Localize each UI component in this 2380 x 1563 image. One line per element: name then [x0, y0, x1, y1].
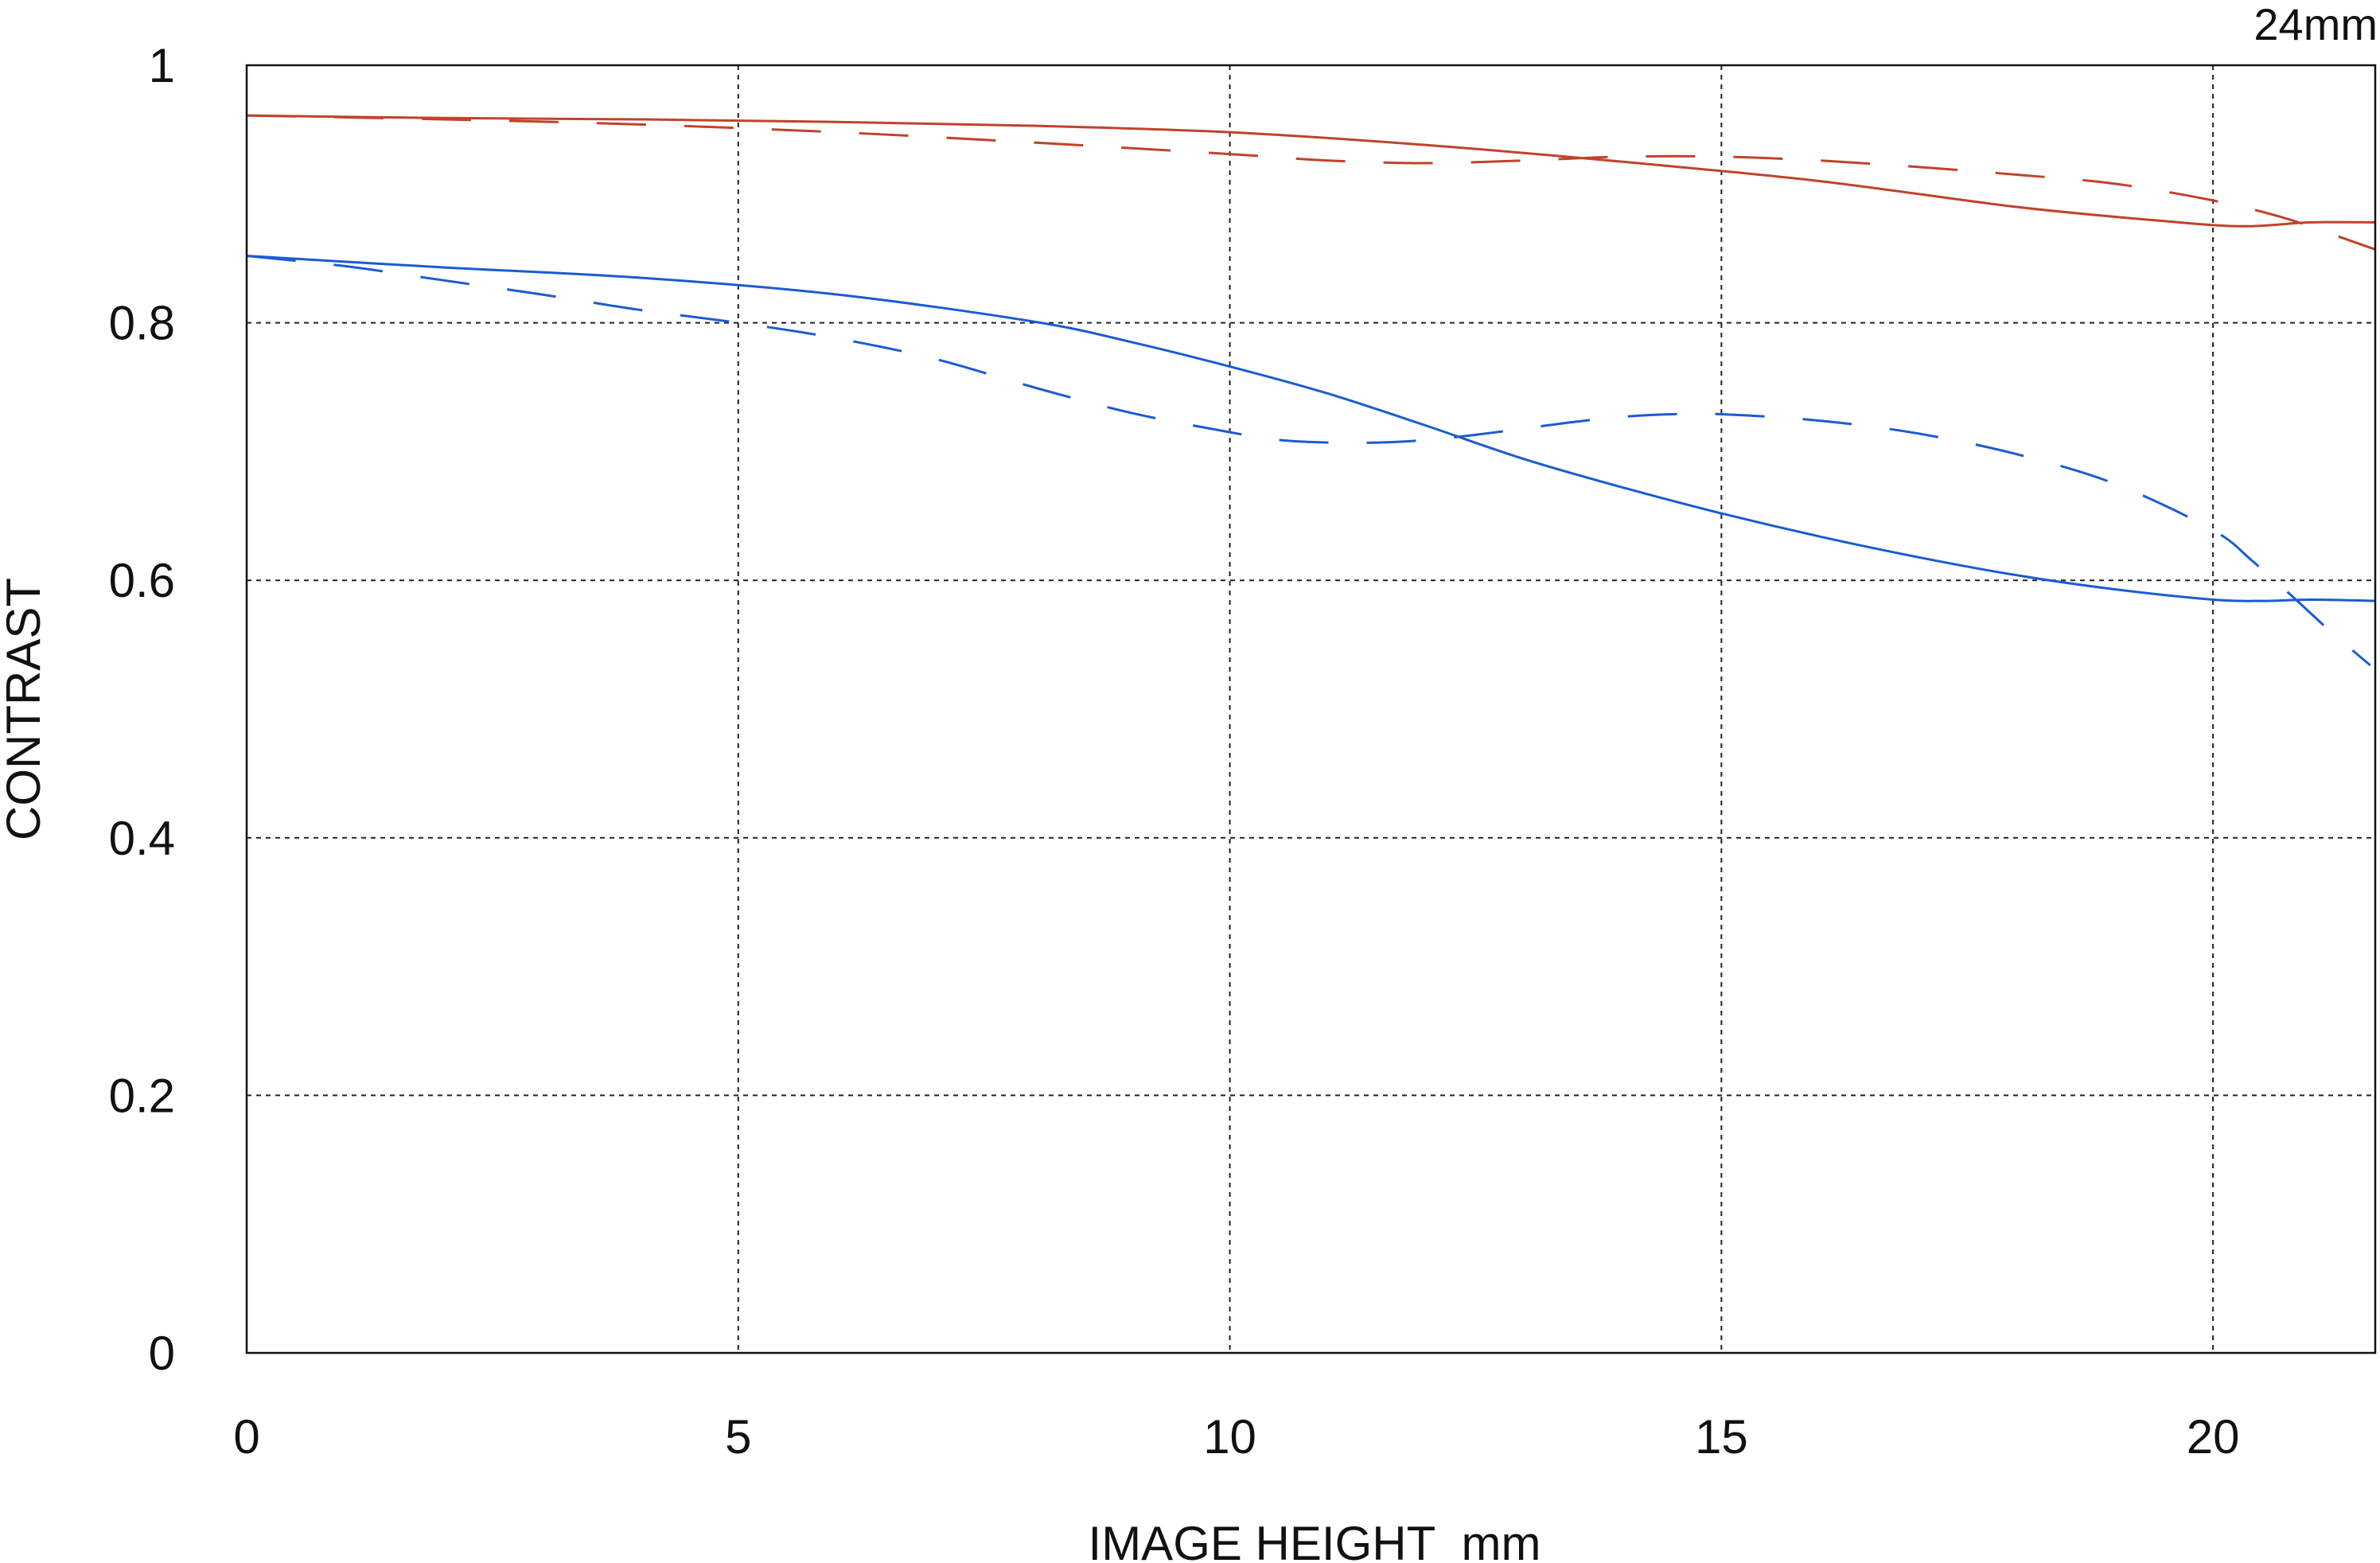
x-tick-label: 20: [2187, 1410, 2240, 1464]
grid-layer: [247, 65, 2375, 1353]
y-tick-label: 0.4: [109, 812, 175, 865]
focal-length-label: 24mm: [2253, 0, 2378, 49]
x-tick-labels: 0 5 10 15 20: [233, 1410, 2239, 1464]
x-tick-label: 5: [725, 1410, 751, 1464]
y-tick-labels: 0 0.2 0.4 0.6 0.8 1: [109, 39, 175, 1380]
y-axis-label: CONTRAST: [0, 578, 50, 840]
plot-frame: [245, 64, 2377, 1354]
x-tick-label: 15: [1695, 1410, 1748, 1464]
y-tick-label: 0.8: [109, 297, 175, 350]
y-tick-label: 1: [149, 39, 175, 92]
x-axis-label: IMAGE HEIGHT mm: [1089, 1517, 1541, 1563]
y-tick-label: 0.2: [109, 1069, 175, 1122]
y-tick-label: 0.6: [109, 554, 175, 607]
x-tick-label: 10: [1203, 1410, 1256, 1464]
y-tick-label: 0: [149, 1327, 175, 1380]
series-layer: [246, 114, 2376, 667]
series-line-solid: [246, 114, 2376, 228]
series-line-dashed: [246, 255, 2371, 667]
x-tick-label: 0: [233, 1410, 259, 1464]
series-line-dashed: [246, 114, 2376, 251]
series-line-solid: [246, 255, 2376, 602]
